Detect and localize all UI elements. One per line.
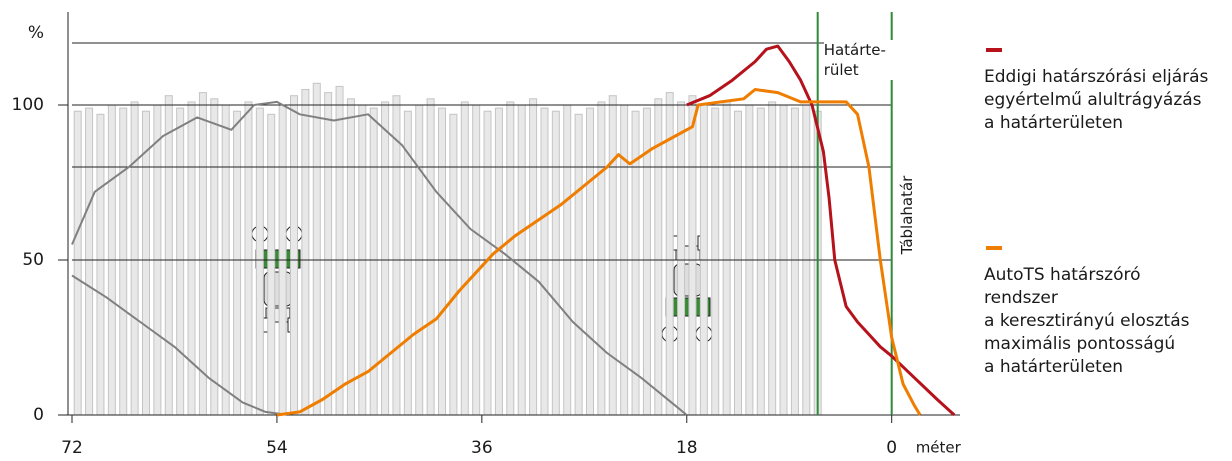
bar <box>176 107 185 416</box>
legend-swatch <box>986 48 1002 52</box>
bar <box>346 98 355 416</box>
series-line <box>276 88 922 417</box>
x-tick-label: 36 <box>471 438 493 458</box>
bar <box>460 101 469 416</box>
bar <box>312 82 321 416</box>
bar <box>768 101 777 416</box>
bar <box>301 89 310 416</box>
bar <box>119 107 128 416</box>
bar <box>267 113 276 416</box>
bar <box>449 113 458 416</box>
bar <box>290 95 298 416</box>
bar <box>756 107 765 416</box>
bar <box>608 95 617 416</box>
bar <box>586 107 594 416</box>
legend-label: AutoTS határszóró rendszer a keresztirán… <box>984 265 1190 377</box>
series-line <box>686 44 956 417</box>
bar <box>210 98 219 416</box>
legend-swatch <box>986 246 1002 250</box>
x-axis-label: méter <box>916 439 962 457</box>
bar <box>540 107 549 416</box>
bar <box>73 110 82 416</box>
y-tick-label: 50 <box>22 250 44 270</box>
bar <box>551 110 560 416</box>
bar <box>677 101 686 416</box>
bar <box>711 107 720 416</box>
bar <box>85 107 94 416</box>
bar <box>142 110 150 416</box>
bar <box>734 110 742 416</box>
y-axis-label: % <box>28 23 44 43</box>
bar <box>335 85 344 416</box>
bar <box>426 98 435 416</box>
y-tick-label: 100 <box>12 95 44 115</box>
bar <box>324 92 333 416</box>
bar <box>244 101 253 416</box>
bar <box>438 107 446 416</box>
x-tick-label: 18 <box>676 438 698 458</box>
boundary-label-text: Határte- rület <box>823 40 904 80</box>
bar <box>597 101 606 416</box>
boundary-label: Határte- rület <box>823 40 904 80</box>
bar <box>574 113 583 416</box>
x-tick-label: 54 <box>266 438 288 458</box>
bar <box>130 101 139 416</box>
bar <box>233 110 242 416</box>
legend-text: AutoTS határszóró rendszer a keresztirán… <box>984 265 1190 377</box>
legend-text: Eddigi határszórási eljárás egyértelmű a… <box>984 67 1209 133</box>
bar <box>529 98 538 416</box>
bar <box>494 107 503 416</box>
bar <box>187 101 196 416</box>
bar <box>688 95 697 416</box>
bar <box>164 95 173 416</box>
bar <box>381 101 390 416</box>
pass-line <box>71 274 289 416</box>
bar <box>255 107 264 416</box>
bar <box>722 101 731 416</box>
x-tick-label: 0 <box>886 438 897 458</box>
y-tick-label: 0 <box>33 405 44 425</box>
bar <box>198 92 207 416</box>
legend-label: Eddigi határszórási eljárás egyértelmű a… <box>984 67 1209 133</box>
bar <box>790 107 799 416</box>
pass-line <box>71 100 688 416</box>
bar <box>96 113 105 416</box>
x-tick-label: 72 <box>61 438 83 458</box>
boundary-label: Táblahatár <box>898 175 916 256</box>
